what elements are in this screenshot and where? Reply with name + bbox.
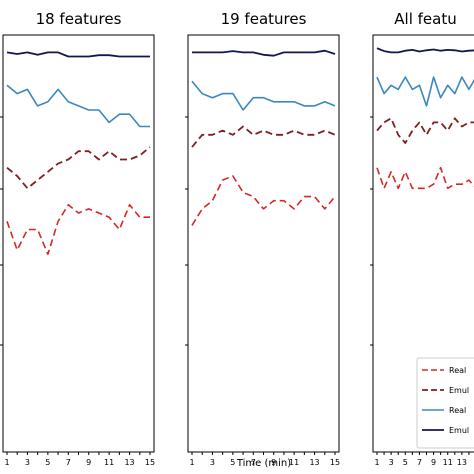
panel-1-series-real-dashed (6, 204, 150, 255)
panel-1-xtick-label-9: 9 (86, 458, 91, 467)
panel-1-series-emu-dashed (6, 146, 151, 190)
panel-2-xtick-label-15: 15 (330, 458, 340, 467)
legend-label-1: Real (449, 366, 466, 375)
panel-2-xtick-label-1: 1 (189, 458, 194, 467)
legend-label-3: Real (449, 406, 466, 415)
panel-3-xtick-label-11: 11 (443, 458, 453, 467)
panel-3-xtick-label-3: 3 (389, 458, 394, 467)
panel-2-series-real-dashed (191, 175, 336, 226)
panel-2-xtick-label-11: 11 (289, 458, 299, 467)
x-axis-label: Time (min) (236, 458, 291, 469)
panel-3-xtick-label-5: 5 (403, 458, 408, 467)
panel-3-xtick-label-7: 7 (417, 458, 422, 467)
panel-1-xtick-label-13: 13 (124, 458, 134, 467)
panel-1-xtick-label-1: 1 (4, 458, 9, 467)
panel-1-xtick-label-15: 15 (145, 458, 155, 467)
panel-1-frame (2, 34, 155, 453)
panel-2-series-emu-solid (192, 49, 336, 57)
panel-2-xtick-label-3: 3 (210, 458, 215, 467)
panel-3-series-emu-dashed (376, 117, 474, 144)
panel-2-xtick-label-9: 9 (271, 458, 276, 467)
panel-1-xtick-label-11: 11 (104, 458, 114, 467)
panel-1-xtick-label-7: 7 (66, 458, 71, 467)
panel-2-xtick-label-5: 5 (230, 458, 235, 467)
panel-3-series-real-solid (376, 76, 474, 107)
panel-3-xtick-label-9: 9 (431, 458, 436, 467)
panel-1-series-real-solid (6, 84, 150, 128)
panel-1-series-emu-solid (6, 51, 150, 58)
panel-2-series-emu-dashed (191, 125, 336, 148)
panel-1-xtick-label-5: 5 (45, 458, 50, 467)
panel-2-series-real-solid (191, 80, 336, 111)
panel-2-xtick-label-7: 7 (251, 458, 256, 467)
panel-3-title: All featu (394, 10, 456, 28)
panel-3-series-emu-solid (376, 47, 474, 54)
panel-1-title: 18 features (36, 10, 122, 28)
panel-1-xtick-label-3: 3 (25, 458, 30, 467)
panel-3-series-real-dashed (376, 166, 474, 190)
panel-3-xtick-label-1: 1 (374, 458, 379, 467)
panel-2-xtick-label-13: 13 (309, 458, 319, 467)
legend-box (416, 357, 474, 449)
legend-label-4: Emul (449, 426, 469, 435)
panel-3-xtick-label-13: 13 (457, 458, 467, 467)
panel-2-title: 19 features (221, 10, 307, 28)
legend-label-2: Emul (449, 386, 469, 395)
